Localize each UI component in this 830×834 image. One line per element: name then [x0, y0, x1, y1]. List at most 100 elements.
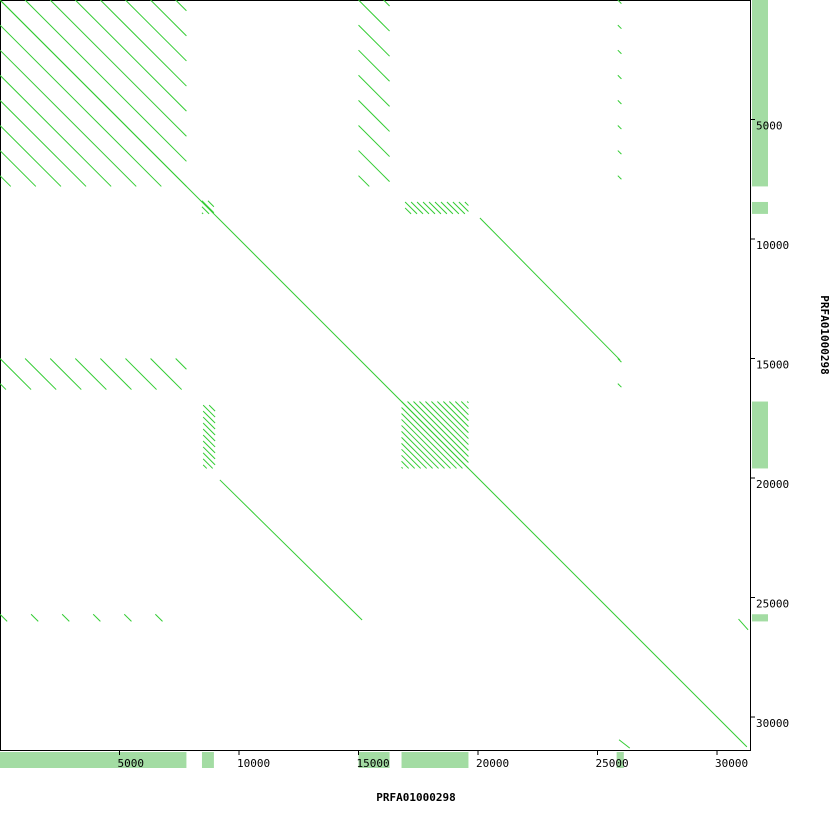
repeat-line: [0, 383, 7, 390]
repeat-line: [202, 440, 216, 454]
repeat-line: [0, 125, 62, 187]
x-coverage: [0, 752, 187, 768]
repeat-line: [358, 74, 390, 107]
match-line: [618, 739, 631, 749]
repeat-line: [202, 410, 216, 424]
repeat-line: [201, 200, 215, 214]
repeat-line: [425, 401, 469, 445]
repeat-line: [413, 401, 469, 457]
repeat-line: [125, 0, 187, 62]
repeat-line: [358, 24, 390, 57]
repeat-line: [458, 201, 469, 212]
repeat-line: [358, 175, 370, 187]
repeat-line: [437, 401, 469, 433]
repeat-line: [207, 200, 215, 208]
repeat-line: [401, 454, 416, 469]
repeat-line: [617, 125, 622, 130]
repeat-line: [617, 358, 622, 363]
repeat-line: [401, 413, 457, 469]
x-coverage: [358, 752, 390, 768]
repeat-line: [617, 74, 622, 80]
x-tick-label: 20000: [476, 757, 509, 770]
repeat-line: [401, 437, 433, 469]
repeat-line: [24, 358, 57, 390]
repeat-line: [202, 464, 208, 469]
repeat-line: [30, 613, 39, 622]
repeat-line: [201, 206, 210, 215]
repeat-line: [617, 383, 622, 388]
repeat-line: [401, 419, 451, 469]
y-tick-label: 5000: [756, 120, 783, 133]
repeat-line: [0, 0, 187, 187]
repeat-line: [401, 431, 439, 469]
y-tick-label: 30000: [756, 717, 789, 730]
repeat-line: [61, 613, 70, 622]
repeat-line: [401, 466, 404, 469]
repeat-line: [383, 0, 390, 7]
repeat-line: [150, 0, 187, 37]
repeat-line: [202, 404, 216, 418]
repeat-line: [443, 401, 469, 427]
repeat-line: [448, 401, 469, 422]
repeat-line: [401, 425, 445, 469]
repeat-line: [422, 201, 436, 215]
repeat-line: [617, 150, 622, 155]
repeat-line: [419, 401, 469, 451]
repeat-line: [202, 428, 216, 442]
repeat-line: [358, 100, 390, 132]
repeat-line: [617, 175, 622, 180]
x-tick-label: 5000: [118, 757, 145, 770]
y-tick-label: 10000: [756, 239, 789, 252]
repeat-line: [440, 201, 454, 215]
repeat-line: [431, 401, 469, 439]
repeat-line: [358, 150, 390, 182]
y-tick-label: 25000: [756, 598, 789, 611]
repeat-line: [404, 201, 418, 215]
repeat-line: [617, 49, 622, 55]
repeat-line: [202, 434, 216, 448]
repeat-line: [401, 401, 469, 469]
y-tick-label: 20000: [756, 478, 789, 491]
y-coverage: [752, 0, 768, 187]
repeat-line: [208, 404, 216, 412]
repeat-line: [201, 212, 204, 215]
repeat-line: [617, 24, 622, 30]
x-tick-label: 15000: [357, 757, 390, 770]
repeat-line: [452, 201, 466, 215]
x-tick-label: 30000: [715, 757, 748, 770]
repeat-line: [150, 358, 182, 390]
x-coverage: [616, 752, 624, 768]
repeat-line: [100, 0, 187, 87]
x-coverage: [201, 752, 214, 768]
repeat-line: [175, 358, 187, 370]
repeat-line: [407, 401, 469, 463]
repeat-line: [202, 422, 216, 436]
y-coverage: [752, 401, 768, 469]
repeat-line: [358, 125, 390, 157]
repeat-line: [410, 201, 424, 215]
x-tick-label: 10000: [237, 757, 270, 770]
repeat-line: [0, 175, 12, 187]
repeat-line: [416, 201, 430, 215]
y-tick-label: 15000: [756, 359, 789, 372]
repeat-line: [0, 613, 8, 622]
repeat-line: [434, 201, 448, 215]
repeat-line: [446, 201, 460, 215]
repeat-line: [0, 100, 87, 187]
x-tick-label: 25000: [596, 757, 629, 770]
repeat-line: [100, 358, 132, 390]
x-axis-label: PRFA01000298: [376, 791, 455, 804]
repeat-line: [0, 49, 137, 187]
y-coverage: [752, 614, 768, 622]
repeat-line: [401, 460, 410, 469]
repeat-line: [428, 201, 442, 215]
repeat-line: [460, 401, 469, 410]
repeat-line: [202, 416, 216, 430]
match-line: [219, 479, 363, 621]
repeat-line: [202, 446, 216, 460]
repeat-line: [49, 0, 187, 137]
repeat-line: [123, 613, 132, 622]
repeat-line: [401, 407, 463, 469]
repeat-line: [49, 358, 82, 390]
repeat-line: [125, 358, 157, 390]
